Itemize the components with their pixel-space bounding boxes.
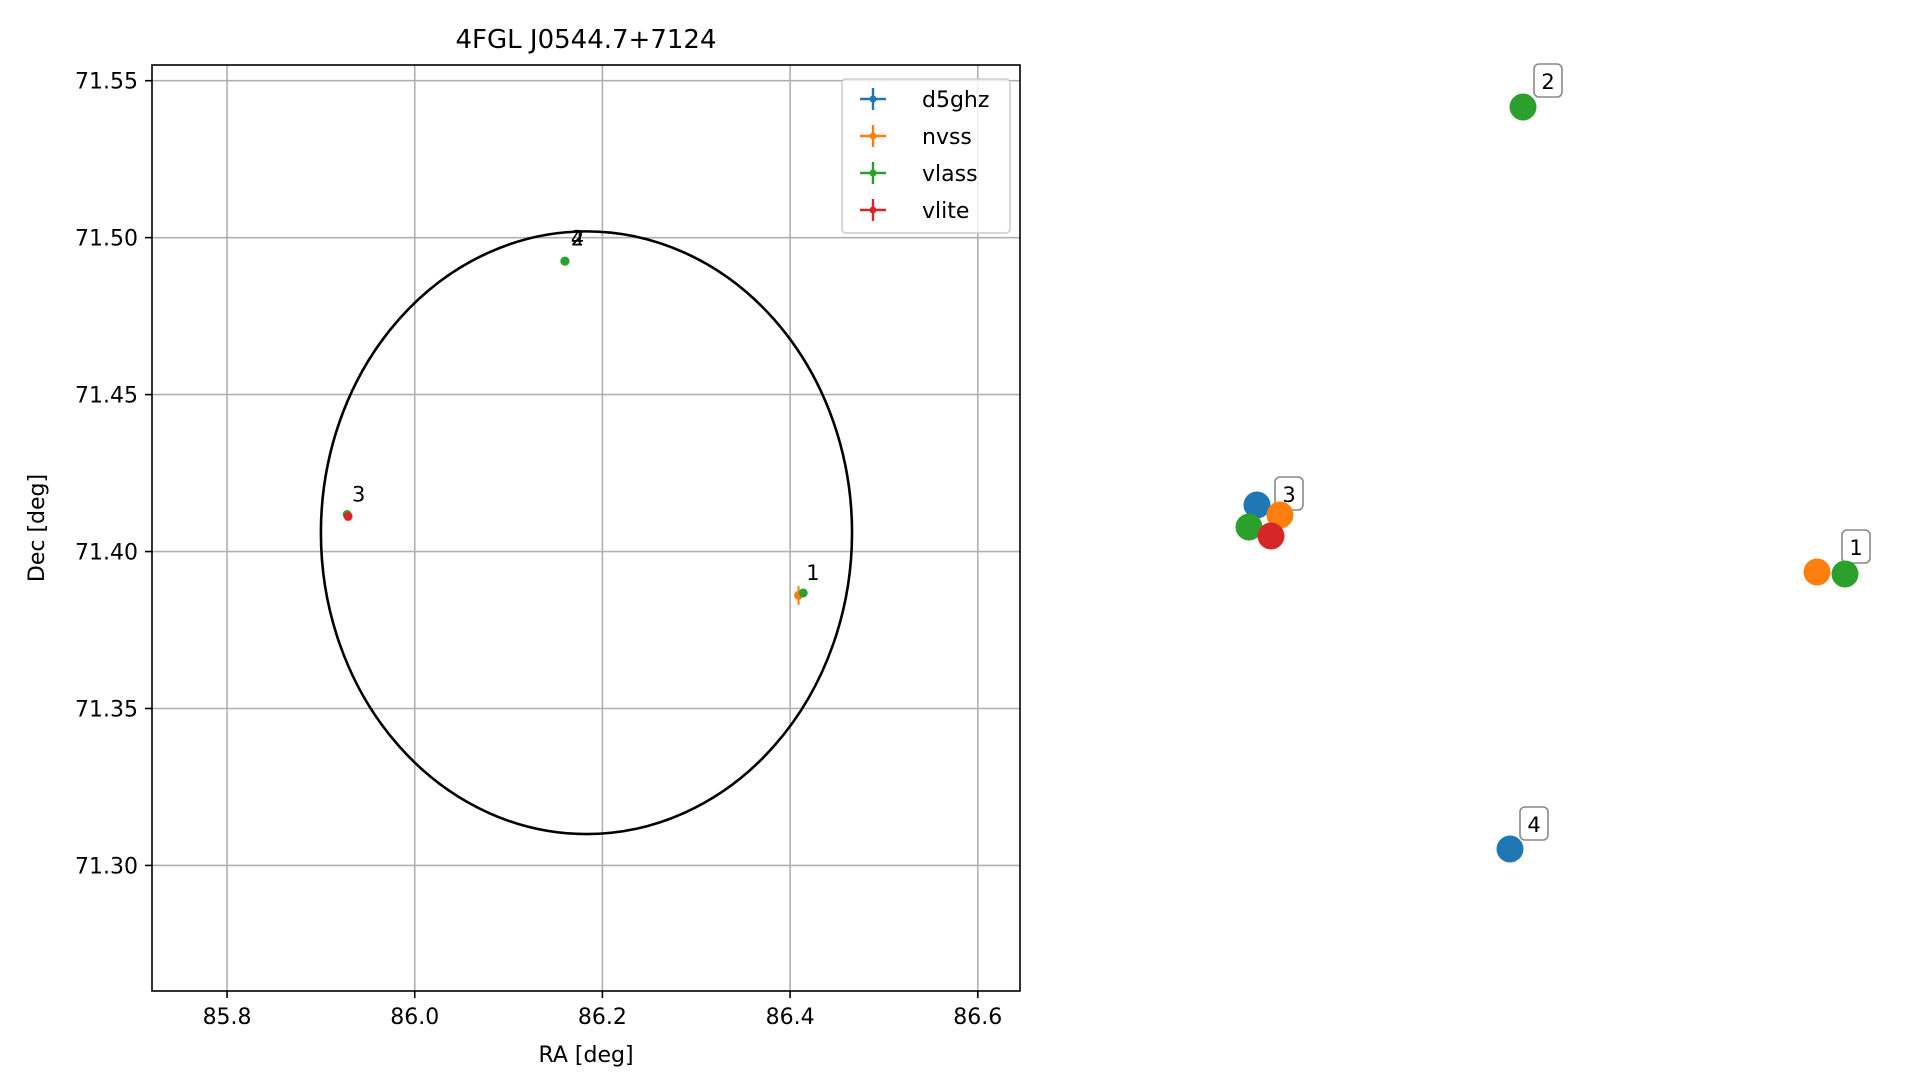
x-tick-label: 86.2	[578, 1005, 627, 1030]
left-chart: 1 24 3 85.8 86.0 86.2 86.4 86.6 71.30 71.35 71.4…	[25, 25, 1021, 1068]
group-1-marker	[1803, 558, 1831, 586]
legend-marker-dot	[869, 169, 877, 177]
right-panel: 1 2 3 4	[1235, 63, 1871, 863]
y-tick-label: 71.30	[75, 854, 138, 879]
source-label: 1	[806, 561, 819, 585]
group-label-box	[1841, 529, 1871, 564]
source-label: 4	[571, 227, 584, 251]
x-tick-label: 85.8	[203, 1005, 252, 1030]
x-tick-label: 86.6	[953, 1005, 1002, 1030]
source-labels-layer: 1 24 3	[352, 227, 820, 585]
legend-box	[841, 78, 1011, 234]
y-axis-label: Dec [deg]	[25, 474, 50, 582]
y-tick-label: 71.55	[75, 70, 138, 95]
data-points-layer	[342, 256, 808, 605]
legend-marker-dot	[869, 95, 877, 103]
legend-entry-vlite: vlite	[860, 199, 969, 224]
group-3-marker	[1266, 501, 1294, 529]
grid-lines	[152, 65, 1020, 991]
legend-label: vlite	[922, 199, 969, 224]
legend-entry-d5ghz: d5ghz	[860, 88, 989, 113]
group-label-text: 2	[1541, 70, 1554, 94]
y-axis-ticks: 71.30 71.35 71.40 71.45 71.50 71.55	[75, 70, 152, 879]
group-label-box	[1519, 806, 1549, 841]
vlite-point	[343, 511, 353, 521]
legend-marker-dot	[869, 206, 877, 214]
chart-title: 4FGL J0544.7+7124	[456, 25, 717, 55]
legend-marker-dot	[869, 132, 877, 140]
error-ellipse-layer	[319, 230, 854, 836]
legend-label: nvss	[922, 125, 972, 150]
group-label-text: 1	[1849, 536, 1862, 560]
error-ellipse	[319, 230, 854, 836]
y-tick-label: 71.45	[75, 384, 138, 409]
y-tick-label: 71.50	[75, 227, 138, 252]
group-label-1: 1	[1841, 529, 1871, 564]
x-axis-ticks: 85.8 86.0 86.2 86.4 86.6	[203, 991, 1002, 1030]
y-tick-label: 71.40	[75, 541, 138, 566]
plot-frame	[151, 64, 1021, 992]
legend: d5ghz nvss vlass vlite	[841, 78, 1011, 234]
x-tick-label: 86.4	[766, 1005, 815, 1030]
vlass-point	[560, 256, 570, 266]
source-label: 2	[571, 227, 584, 251]
vlass-point	[798, 588, 808, 598]
source-label: 3	[352, 482, 365, 506]
legend-entry-nvss: nvss	[860, 125, 972, 150]
x-tick-label: 86.0	[390, 1005, 439, 1030]
group-1-marker	[1831, 560, 1859, 588]
legend-label: d5ghz	[922, 88, 989, 113]
group-3-marker	[1235, 513, 1263, 541]
group-label-4: 4	[1519, 806, 1549, 841]
x-axis-label: RA [deg]	[538, 1043, 633, 1068]
group-3-marker	[1257, 522, 1285, 550]
group-label-text: 4	[1527, 813, 1540, 837]
legend-label: vlass	[922, 162, 978, 187]
legend-entry-vlass: vlass	[860, 162, 978, 187]
group-3-marker	[1243, 491, 1271, 519]
group-2-marker	[1509, 93, 1537, 121]
y-tick-label: 71.35	[75, 697, 138, 722]
group-4-marker	[1496, 835, 1524, 863]
group-label-2: 2	[1533, 63, 1563, 98]
group-label-text: 3	[1282, 483, 1295, 507]
group-label-box	[1533, 63, 1563, 98]
